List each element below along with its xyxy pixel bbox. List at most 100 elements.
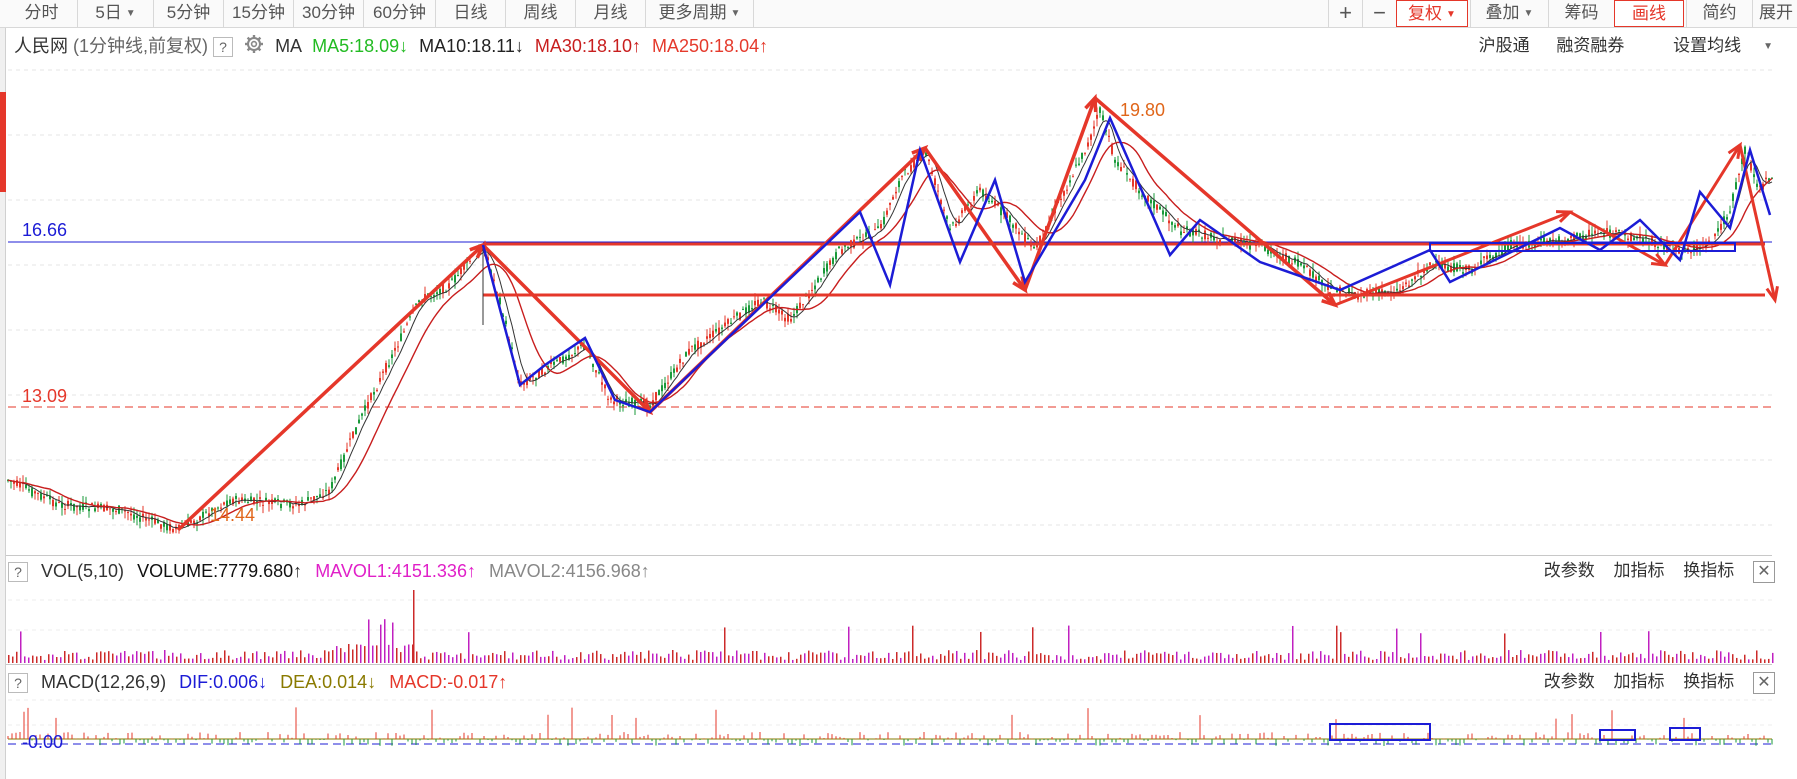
volume-bar (1132, 657, 1134, 663)
volume-bar (1512, 656, 1514, 663)
candle-body (433, 295, 435, 297)
candle-body (55, 502, 57, 507)
add-indicator-button[interactable]: 加指标 (1613, 561, 1665, 580)
close-icon[interactable]: ✕ (1753, 560, 1775, 583)
switch-indicator-button[interactable]: 换指标 (1683, 672, 1735, 691)
volume-bar (612, 654, 614, 663)
candle-body (1627, 238, 1629, 241)
overlay-dropdown[interactable]: 叠加 ▼ (1470, 0, 1548, 27)
volume-bar (1740, 659, 1742, 663)
volume-bar (676, 652, 678, 663)
help-icon[interactable]: ? (8, 673, 28, 694)
period-tab-30min[interactable]: 30分钟 (294, 0, 364, 27)
volume-bar (24, 656, 26, 663)
candle-body (511, 347, 513, 349)
dea-arrow: ↓ (367, 672, 377, 692)
period-tab-daily[interactable]: 日线 (436, 0, 506, 27)
volume-bar (1604, 655, 1606, 663)
volume-bar (848, 626, 850, 663)
volume-bar (1456, 659, 1458, 663)
margin-trading-link[interactable]: 融资融券 (1556, 36, 1625, 55)
draw-line-button[interactable]: 画线 (1614, 0, 1684, 27)
volume-bar (736, 650, 738, 663)
candle-body (1084, 152, 1086, 154)
volume-bar (704, 650, 706, 663)
period-tab-60min[interactable]: 60分钟 (364, 0, 436, 27)
volume-bar (1420, 633, 1422, 663)
volume-indicator-line: ? VOL(5,10) VOLUME:7779.680↑ MAVOL1:4151… (8, 558, 650, 584)
simple-mode-button[interactable]: 简约 (1686, 0, 1752, 27)
volume-bar (876, 658, 878, 663)
candle-body (1297, 259, 1299, 267)
expand-button[interactable]: 展开 (1752, 0, 1797, 27)
candle-body (436, 292, 438, 295)
candle-body (400, 333, 402, 341)
period-tab-5day[interactable]: 5日 ▼ (78, 0, 154, 27)
candle-body (298, 504, 300, 507)
period-tab-fenshi[interactable]: 分时 (6, 0, 78, 27)
period-tab-5min[interactable]: 5分钟 (154, 0, 224, 27)
volume-bar (832, 652, 834, 663)
volume-bar (1104, 653, 1106, 663)
candle-body (1240, 238, 1242, 245)
change-params-button[interactable]: 改参数 (1543, 561, 1595, 580)
change-params-button[interactable]: 改参数 (1543, 672, 1595, 691)
candle-body (1135, 180, 1137, 190)
period-tab-monthly[interactable]: 月线 (576, 0, 646, 27)
volume-bar (20, 631, 22, 663)
volume-bar (144, 653, 146, 663)
help-icon[interactable]: ? (8, 562, 28, 583)
period-tab-15min[interactable]: 15分钟 (224, 0, 294, 27)
volume-bar (928, 657, 930, 663)
candle-body (958, 219, 960, 223)
volume-bar (576, 657, 578, 663)
candle-body (40, 493, 42, 500)
volume-bar (348, 644, 350, 663)
candle-body (88, 509, 90, 512)
volume-bar (852, 658, 854, 663)
volume-bar (364, 646, 366, 663)
volume-bar (684, 658, 686, 663)
candle-body (1444, 263, 1446, 269)
mavol2-value: MAVOL2:4156.968 (488, 561, 641, 581)
candle-body (736, 312, 738, 316)
volume-bar (536, 650, 538, 663)
volume-bar (616, 656, 618, 663)
hugutong-link[interactable]: 沪股通 (1478, 36, 1530, 55)
period-tab-more[interactable]: 更多周期 ▼ (646, 0, 754, 27)
volume-bar (444, 652, 446, 663)
volume-bar (128, 656, 130, 663)
low-price-label: 14.44 (210, 505, 256, 525)
zoom-out-button[interactable]: − (1362, 0, 1396, 27)
set-ma-dropdown[interactable]: 设置均线 ▼ (1673, 36, 1773, 55)
candle-body (343, 454, 345, 462)
candle-body (835, 252, 837, 260)
close-icon[interactable]: ✕ (1753, 671, 1775, 694)
candle-body (1090, 134, 1092, 140)
volume-bar (424, 656, 426, 663)
candle-body (1540, 238, 1542, 241)
candle-body (532, 376, 534, 378)
candle-body (43, 496, 45, 499)
volume-bar (148, 651, 150, 663)
candle-body (142, 513, 144, 518)
add-indicator-button[interactable]: 加指标 (1613, 672, 1665, 691)
candle-body (889, 202, 891, 205)
switch-indicator-button[interactable]: 换指标 (1683, 561, 1735, 580)
help-icon[interactable]: ? (213, 37, 234, 58)
volume-bar (88, 656, 90, 663)
volume-bar (1408, 653, 1410, 663)
zoom-in-button[interactable]: + (1328, 0, 1362, 27)
gear-icon[interactable] (244, 34, 264, 60)
candle-body (1165, 212, 1167, 217)
candle-body (451, 278, 453, 280)
fuquan-dropdown[interactable]: 复权 ▼ (1396, 0, 1468, 27)
volume-arrow: ↑ (293, 561, 303, 581)
volume-bar (72, 652, 74, 663)
period-tab-weekly[interactable]: 周线 (506, 0, 576, 27)
volume-bar (1288, 653, 1290, 663)
candle-body (1447, 266, 1449, 273)
chip-distribution-button[interactable]: 筹码 (1548, 0, 1614, 27)
volume-bar (1020, 659, 1022, 663)
